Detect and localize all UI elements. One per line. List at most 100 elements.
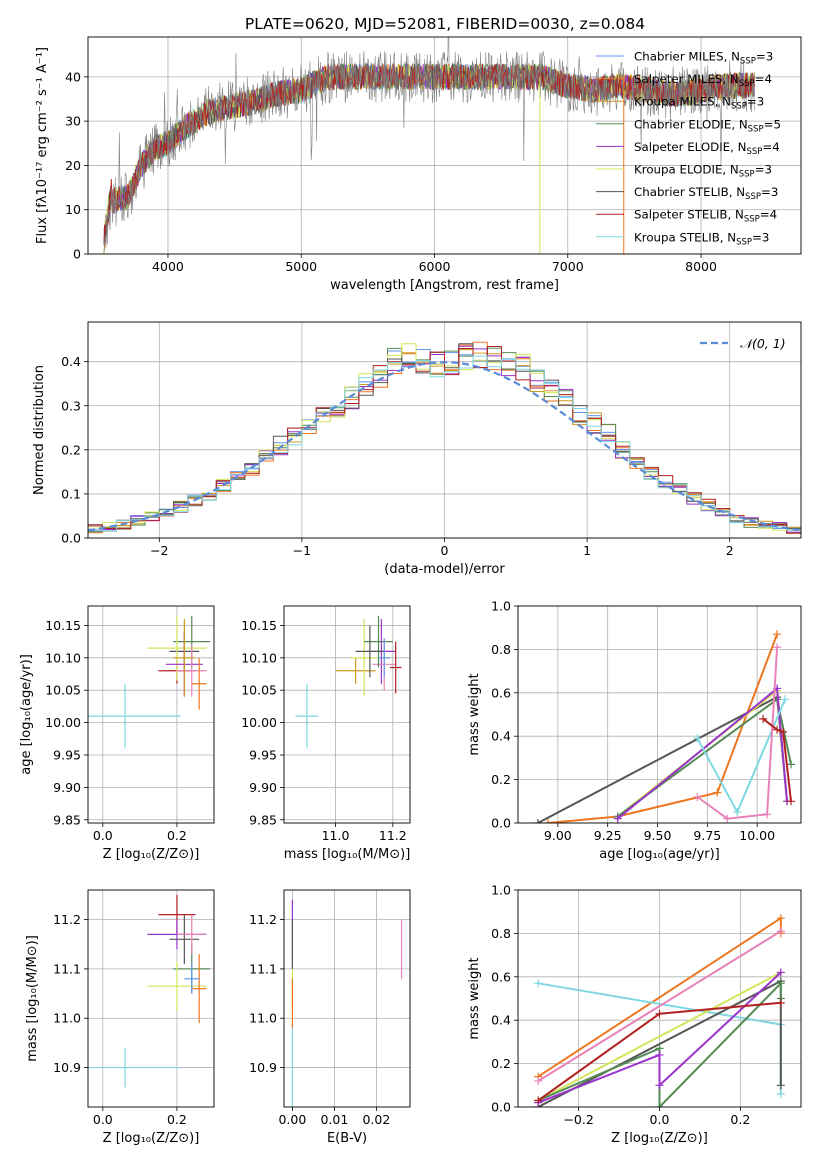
age_vs_Z-ytick-label: 9.85 — [53, 812, 81, 827]
age_vs_Z-xtick-label: 0.0 — [93, 828, 113, 843]
residuals-xtick-label: −2 — [150, 543, 168, 558]
age_vs_mass-point — [389, 641, 402, 694]
mass_vs_Z-ytick-label: 11.0 — [53, 1011, 81, 1026]
mass_weight_vs_age-series-line — [696, 647, 779, 820]
legend-label: Chabrier MILES, NSSP=3 — [634, 50, 773, 67]
residuals-ytick-label: 0.4 — [61, 354, 81, 369]
mass_weight_vs_Z-marker — [776, 914, 785, 923]
residuals-frame — [87, 321, 802, 539]
age_vs_Z-ylabel: age [log₁₀(age/yr)] — [19, 654, 34, 775]
mass_weight_vs_age-marker — [533, 819, 542, 823]
age_vs_mass-ytick-label: 9.90 — [249, 780, 277, 795]
spectrum-ytick-label: 0 — [73, 247, 81, 262]
legend-label: Kroupa STELIB, NSSP=3 — [634, 230, 769, 247]
mass_weight_vs_Z-ytick-label: 0.0 — [491, 1100, 511, 1115]
mass_weight_vs_Z-frame — [517, 889, 802, 1108]
mass_weight_vs_age-marker — [781, 695, 790, 704]
mass_weight_vs_age-series-line — [617, 697, 792, 818]
legend-label: Salpeter ELODIE, NSSP=4 — [634, 140, 780, 157]
mass_vs_Z-ytick-label: 11.2 — [53, 912, 81, 927]
normal-legend-label: 𝒩(0, 1) — [740, 336, 786, 351]
mass_vs_Z-frame — [87, 889, 215, 1108]
mass_weight_vs_Z-plot-area — [534, 914, 785, 1107]
mass_weight_vs_age-xtick-label: 10.00 — [739, 828, 775, 843]
mass_weight_vs_age-marker — [763, 810, 772, 819]
age_vs_Z-ytick-label: 10.00 — [45, 715, 81, 730]
mass_weight_vs_Z-xtick-label: 0.2 — [730, 1112, 750, 1127]
mass_weight_vs_age-series-line — [537, 695, 788, 823]
spectrum-panel: 4000 5000 6000 7000 8000 0 10 20 30 40 wavelength … — [35, 36, 802, 293]
mass_vs_Z-ytick-label: 10.9 — [53, 1060, 81, 1075]
age_vs_Z-xlabel: Z [log₁₀(Z/Z⊙)] — [103, 847, 200, 862]
spectrum-ytick-label: 20 — [65, 158, 81, 173]
age_vs_mass-plot-area — [295, 615, 402, 749]
age_vs_mass-ytick-label: 10.10 — [241, 650, 277, 665]
mass_weight_vs_age-ytick-label: 0.0 — [491, 816, 511, 831]
legend-label: Kroupa MILES, NSSP=3 — [634, 95, 764, 112]
mass_vs_Z-point — [191, 954, 207, 1024]
residuals-panel: −2 −1 0 1 2 0.0 0.1 0.2 0.3 0.4 (data-model)/error… — [32, 321, 802, 577]
residuals-ytick-label: 0.3 — [61, 398, 81, 413]
mass_weight_vs_age-ytick-label: 0.8 — [491, 642, 511, 657]
mass_vs_Z-point — [184, 963, 200, 994]
mass_weight_vs_Z-marker — [534, 1096, 543, 1105]
age_vs_mass-ytick-label: 9.95 — [249, 747, 277, 762]
age_vs_mass-panel: 11.0 11.2 9.85 9.90 9.95 10.00 10.05 10.10 10.15… — [241, 605, 411, 862]
age_vs_mass-ytick-label: 9.85 — [249, 812, 277, 827]
mass_weight_vs_age-marker — [693, 734, 702, 743]
age_vs_mass-point — [364, 615, 393, 668]
mass_weight_vs_age-xlabel: age [log₁₀(age/yr)] — [599, 847, 720, 862]
age_vs_mass-point — [349, 618, 379, 697]
mass_weight_vs_Z-series-line — [537, 930, 782, 1082]
mass_weight_vs_age-marker — [773, 725, 782, 734]
residuals-xtick-label: 1 — [583, 543, 591, 558]
mass_weight_vs_Z-xtick-label: 0.0 — [650, 1112, 670, 1127]
spectrum-xtick-label: 4000 — [152, 259, 184, 274]
age_vs_mass-point — [355, 625, 385, 678]
mass_weight_vs_Z-marker — [776, 1089, 785, 1098]
mass_vs_ebv-xlabel: E(B-V) — [327, 1131, 367, 1146]
mass_weight_vs_Z-ytick-label: 1.0 — [491, 883, 511, 898]
mass_vs_Z-ytick-label: 11.1 — [53, 961, 81, 976]
mass_weight_vs_age-ytick-label: 1.0 — [491, 599, 511, 614]
age_vs_Z-point — [147, 615, 207, 681]
residuals-xlabel: (data-model)/error — [384, 562, 505, 577]
mass_weight_vs_Z-marker — [534, 1076, 543, 1085]
residuals-plot-area — [88, 341, 801, 538]
age_vs_Z-xtick-label: 0.2 — [167, 828, 187, 843]
mass_weight_vs_age-series-line — [547, 633, 779, 823]
normal-curve — [88, 360, 801, 532]
mass_weight_vs_Z-xlabel: Z [log₁₀(Z/Z⊙)] — [611, 1131, 708, 1146]
mass_weight_vs_age-marker — [787, 760, 796, 769]
spectrum-xtick-label: 6000 — [419, 259, 451, 274]
mass_weight_vs_Z-marker — [655, 1103, 664, 1107]
mass_weight_vs_age-marker — [723, 814, 732, 823]
mass_weight_vs_age-ytick-label: 0.6 — [491, 685, 511, 700]
legend-label: Chabrier ELODIE, NSSP=5 — [634, 117, 781, 134]
age_vs_mass-ytick-label: 10.05 — [241, 683, 277, 698]
age_vs_mass-ytick-label: 10.15 — [241, 618, 277, 633]
mass_vs_ebv-ytick-label: 10.9 — [249, 1060, 277, 1075]
spectrum-ylabel: Flux [fλ10⁻¹⁷ erg cm⁻² s⁻¹ A⁻¹] — [35, 47, 50, 244]
mass_vs_ebv-frame — [283, 889, 411, 1108]
mass_weight_vs_age-marker — [779, 727, 788, 736]
age_vs_Z-ytick-label: 10.15 — [45, 618, 81, 633]
mass_weight_vs_Z-marker — [776, 979, 785, 988]
spectrum-ytick-label: 10 — [65, 202, 81, 217]
spectrum-legend: Chabrier MILES, NSSP=3 Salpeter MILES, NS… — [596, 50, 781, 247]
mass_weight_vs_Z-marker — [534, 979, 543, 988]
mass_weight_vs_Z-marker — [776, 998, 785, 1007]
mass_weight_vs_age-marker — [693, 792, 702, 801]
mass_vs_Z-point — [176, 914, 207, 955]
age_vs_Z-ytick-label: 9.95 — [53, 747, 81, 762]
figure-title: PLATE=0620, MJD=52081, FIBERID=0030, z=0… — [245, 15, 645, 33]
mass_weight_vs_age-panel: 9.00 9.25 9.50 9.75 10.00 0.0 0.2 0.4 0.6 0.8 1.0 a… — [467, 599, 802, 862]
mass_vs_ebv-plot-area — [291, 899, 403, 1107]
age_vs_Z-point — [176, 644, 207, 697]
age_vs_mass-point — [295, 683, 319, 749]
mass_weight_vs_age-marker — [713, 788, 722, 797]
mass_vs_ebv-xtick-label: 0.01 — [320, 1112, 348, 1127]
mass_weight_vs_Z-marker — [776, 1081, 785, 1090]
mass_weight_vs_age-xtick-label: 9.00 — [544, 828, 572, 843]
legend-label: Salpeter MILES, NSSP=4 — [634, 72, 772, 89]
